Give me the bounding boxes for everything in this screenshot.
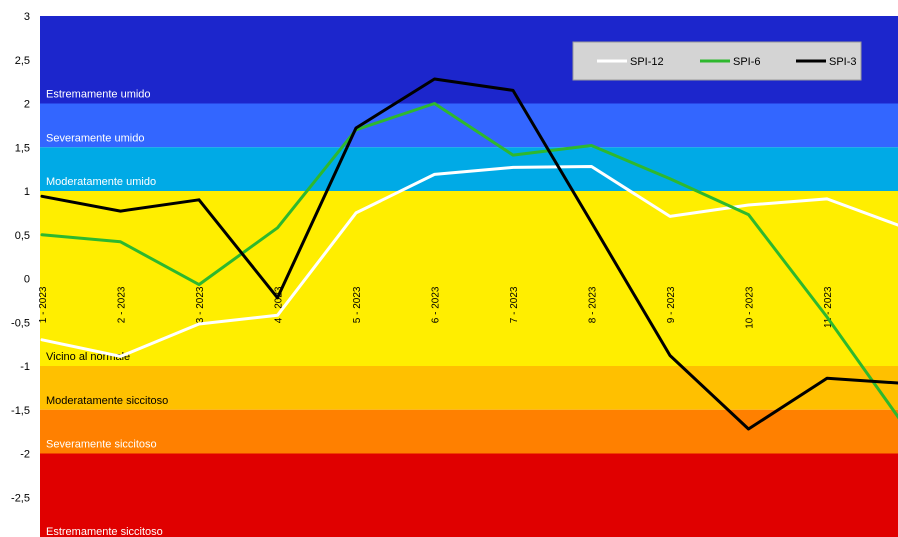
band-label: Moderatamente siccitoso (46, 395, 168, 407)
series-line-spi-6 (40, 102, 898, 420)
legend-label: SPI-6 (733, 56, 761, 68)
x-tick-label: 9 - 2023 (666, 286, 677, 323)
y-tick-label: 0 (24, 274, 30, 286)
x-tick-label: 10 - 2023 (745, 286, 756, 329)
x-tick-label: 7 - 2023 (509, 286, 520, 323)
x-tick-label: 5 - 2023 (352, 286, 363, 323)
band-3 (40, 191, 898, 366)
x-tick-label: 11 - 2023 (823, 286, 834, 328)
legend-label: SPI-3 (829, 56, 857, 68)
band-5 (40, 409, 898, 454)
band-label: Estremamente umido (46, 89, 151, 101)
x-tick-label: 8 - 2023 (588, 286, 599, 323)
band-2 (40, 147, 898, 191)
y-tick-label: -2,5 (11, 492, 30, 504)
x-tick-label: 3 - 2023 (195, 286, 206, 323)
x-tick-label: 6 - 2023 (431, 286, 442, 323)
band-6 (40, 453, 898, 537)
band-label: Severamente umido (46, 132, 144, 144)
series-lines (40, 77, 898, 431)
legend: SPI-12 SPI-6 SPI-3 (572, 41, 862, 81)
y-tick-label: -0,5 (11, 317, 30, 329)
y-tick-label: 2 (24, 99, 30, 111)
y-tick-label: -1,5 (11, 405, 30, 417)
y-tick-label: -2 (20, 449, 30, 461)
band-label: Severamente siccitoso (46, 439, 157, 451)
y-axis: 32,521,510,50-0,5-1-1,5-2-2,5-3 (11, 11, 30, 537)
classification-bands: Estremamente umido Severamente umido Moder… (40, 16, 898, 537)
y-tick-label: 1,5 (15, 142, 30, 154)
series-line-spi-3 (40, 77, 898, 431)
y-tick-label: 0,5 (15, 230, 30, 242)
y-tick-label: 3 (24, 11, 30, 23)
y-tick-label: 1 (24, 186, 30, 198)
band-label: Moderatamente umido (46, 176, 156, 188)
band-label: Estremamente siccitoso (46, 526, 163, 537)
x-axis: 1 - 2023 2 - 2023 3 - 2023 4 - 2023 5 - 2023… (38, 286, 834, 329)
band-4 (40, 366, 898, 410)
y-tick-label: 2,5 (15, 55, 30, 67)
x-tick-label: 2 - 2023 (117, 286, 128, 323)
series-line-spi-12 (40, 165, 898, 358)
legend-label: SPI-12 (630, 56, 664, 68)
x-tick-label: 1 - 2023 (38, 286, 49, 323)
x-tick-label: 4 - 2023 (274, 286, 285, 323)
y-tick-label: -1 (20, 361, 30, 373)
